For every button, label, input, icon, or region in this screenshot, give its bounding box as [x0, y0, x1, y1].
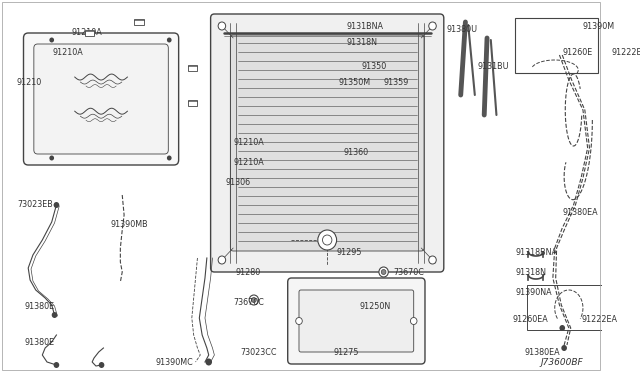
Text: 91380E: 91380E	[24, 338, 54, 347]
Text: 91318N: 91318N	[346, 38, 377, 47]
Text: 91380EA: 91380EA	[525, 348, 560, 357]
Text: 91318N: 91318N	[515, 268, 547, 277]
FancyBboxPatch shape	[299, 290, 413, 352]
FancyBboxPatch shape	[211, 14, 444, 272]
Text: J73600BF: J73600BF	[540, 358, 583, 367]
Text: 91210A: 91210A	[52, 48, 83, 57]
Bar	[527, 285, 611, 330]
Circle shape	[429, 256, 436, 264]
Text: 91380E: 91380E	[24, 302, 54, 311]
FancyBboxPatch shape	[288, 278, 425, 364]
Text: 91390MC: 91390MC	[155, 358, 193, 367]
Circle shape	[379, 267, 388, 277]
Text: 91222E: 91222E	[611, 48, 640, 57]
Circle shape	[318, 230, 337, 250]
Text: 73023EB: 73023EB	[17, 200, 52, 209]
Circle shape	[205, 359, 212, 366]
FancyBboxPatch shape	[230, 35, 424, 251]
Text: 91280: 91280	[235, 268, 260, 277]
FancyBboxPatch shape	[24, 33, 179, 165]
Text: 91390M: 91390M	[583, 22, 615, 31]
Text: 9131BU: 9131BU	[477, 62, 509, 71]
Circle shape	[429, 22, 436, 30]
Circle shape	[249, 295, 259, 305]
Circle shape	[561, 345, 567, 351]
Text: 91380EA: 91380EA	[563, 208, 598, 217]
Text: 91390NA: 91390NA	[515, 288, 552, 297]
Circle shape	[323, 235, 332, 245]
Text: 91359: 91359	[383, 78, 409, 87]
Circle shape	[252, 298, 256, 302]
Text: 73670C: 73670C	[233, 298, 264, 307]
Circle shape	[49, 155, 54, 160]
Text: 91222EA: 91222EA	[581, 315, 617, 324]
Text: 91210A: 91210A	[233, 158, 264, 167]
Text: 91260EA: 91260EA	[513, 315, 548, 324]
Text: 9131BNA: 9131BNA	[346, 22, 383, 31]
Text: 73670C: 73670C	[393, 268, 424, 277]
Circle shape	[52, 312, 58, 318]
Circle shape	[54, 362, 60, 368]
Circle shape	[167, 38, 172, 42]
Text: 91390MB: 91390MB	[111, 220, 148, 229]
Circle shape	[559, 325, 565, 331]
Text: 91250N: 91250N	[359, 302, 390, 311]
FancyBboxPatch shape	[34, 44, 168, 154]
Circle shape	[218, 256, 226, 264]
Circle shape	[296, 317, 302, 324]
Circle shape	[381, 269, 386, 275]
Text: 91318BNA: 91318BNA	[515, 248, 557, 257]
Circle shape	[99, 362, 104, 368]
Bar	[188, 100, 198, 106]
Bar	[84, 30, 94, 36]
Circle shape	[167, 155, 172, 160]
Text: 91350M: 91350M	[339, 78, 371, 87]
Circle shape	[54, 202, 60, 208]
Bar	[515, 18, 598, 73]
Text: 91260E: 91260E	[563, 48, 593, 57]
Circle shape	[49, 38, 54, 42]
Text: 91210A: 91210A	[72, 28, 102, 37]
Text: 91306: 91306	[226, 178, 251, 187]
Text: 91275: 91275	[334, 348, 359, 357]
Text: 73023CC: 73023CC	[241, 348, 277, 357]
Circle shape	[218, 22, 226, 30]
Text: 91380U: 91380U	[447, 25, 477, 34]
Circle shape	[410, 317, 417, 324]
Text: 91295: 91295	[337, 248, 362, 257]
Text: 91360: 91360	[343, 148, 368, 157]
Text: 91210A: 91210A	[233, 138, 264, 147]
Bar	[188, 65, 198, 71]
Text: 91350: 91350	[362, 62, 387, 71]
Bar	[134, 19, 144, 25]
Text: 91210: 91210	[17, 78, 42, 87]
